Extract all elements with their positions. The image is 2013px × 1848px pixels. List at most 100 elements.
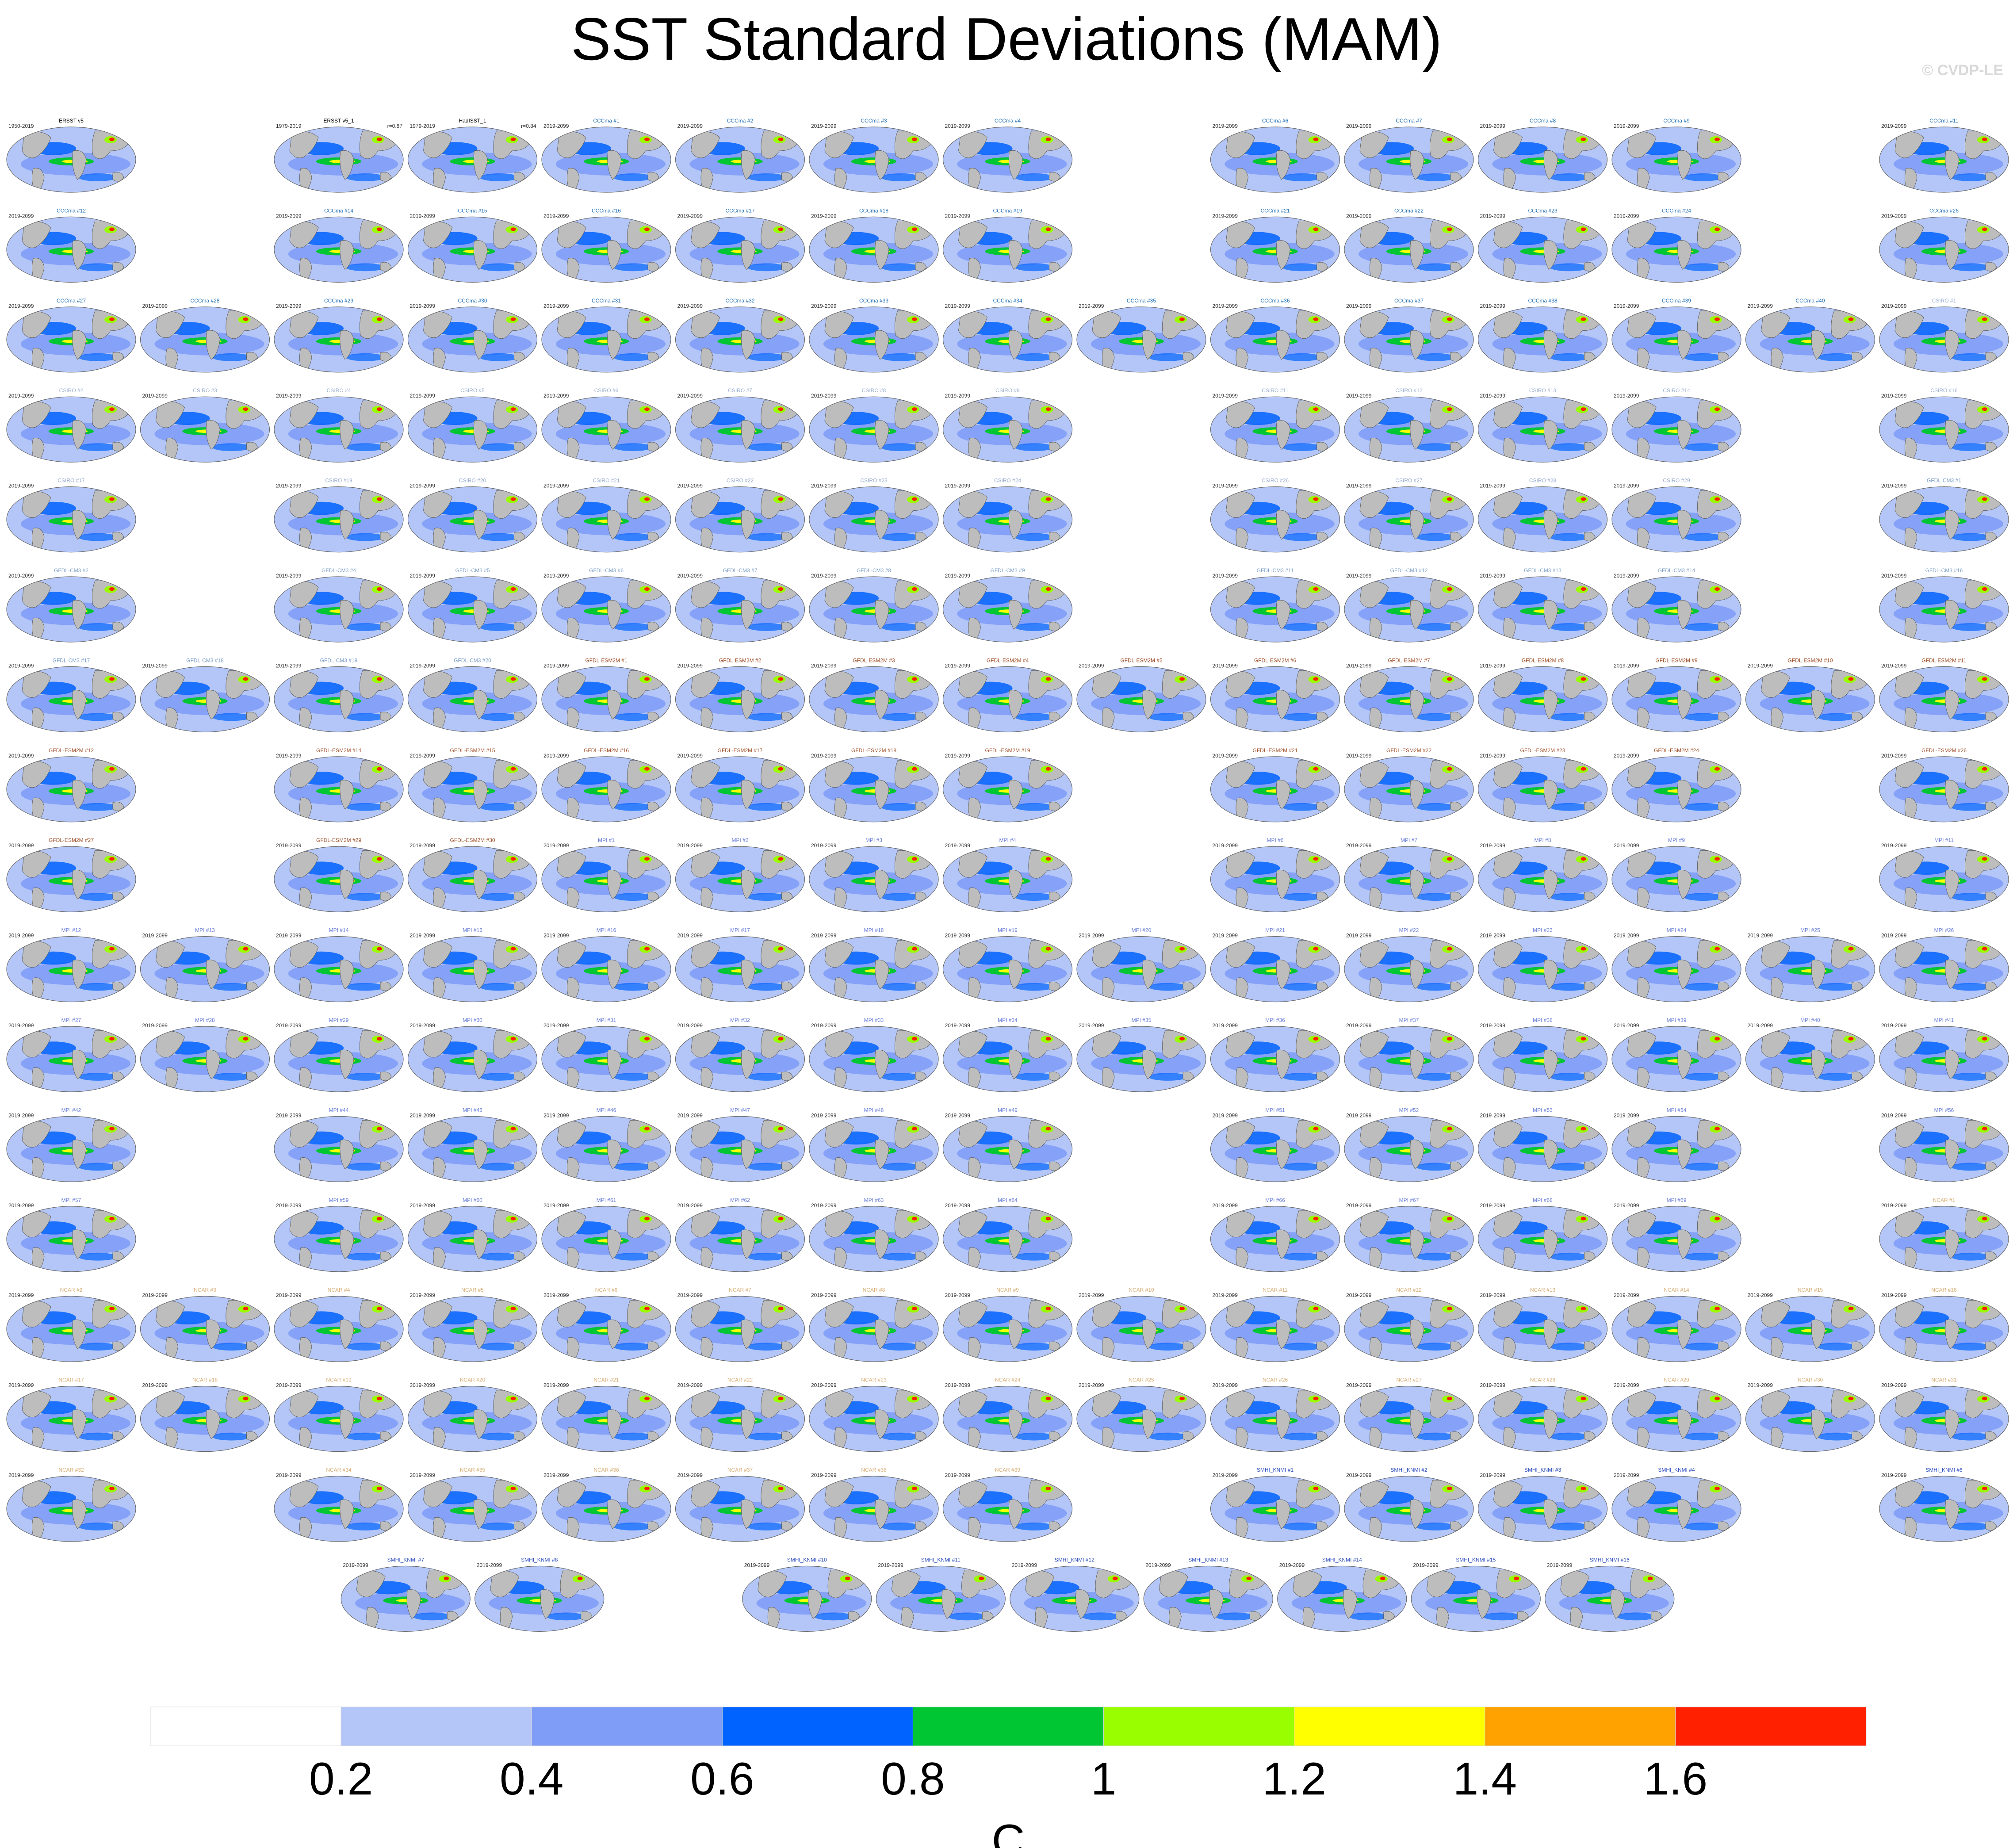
panel-period: 2019-2099 <box>744 1562 770 1568</box>
panel-period: 2019-2099 <box>945 1382 971 1389</box>
map-panel-mpi-12: MPI #12 2019-2099 <box>6 927 136 1002</box>
panel-title: GFDL-ESM2M #3 <box>853 657 895 663</box>
panel-title: MPI #6 <box>1267 837 1283 843</box>
panel-period: 2019-2099 <box>1213 662 1238 669</box>
panel-title: NCAR #32 <box>58 1467 84 1473</box>
panel-period: 2019-2099 <box>677 933 703 939</box>
panel-title: NCAR #10 <box>1129 1287 1154 1293</box>
panel-period: 2019-2099 <box>945 753 971 759</box>
panel-period: 2019-2099 <box>142 303 168 309</box>
map-panel-smhi-knmi-3: SMHI_KNMI #3 2019-2099 <box>1477 1467 1608 1542</box>
map-panel-gfdl-cm3-5: GFDL-CM3 #5 2019-2099 <box>407 567 538 643</box>
map-panel-ncar-15: NCAR #15 2019-2099 <box>1745 1287 1875 1362</box>
map-panel-mpi-11: MPI #11 2019-2099 <box>1879 837 2009 912</box>
panel-period: 2019-2099 <box>1480 573 1506 579</box>
panel-title: GFDL-ESM2M #9 <box>1655 657 1698 663</box>
panel-title: MPI #69 <box>1667 1197 1687 1203</box>
map-panel-gfdl-esm2m-29: GFDL-ESM2M #29 2019-2099 <box>274 837 404 912</box>
panel-period: 2019-2099 <box>1346 483 1372 489</box>
panel-title: GFDL-ESM2M #19 <box>985 747 1030 754</box>
panel-title: GFDL-ESM2M #24 <box>1654 747 1699 754</box>
colorbar-tick-label: 0.4 <box>500 1753 564 1805</box>
panel-title: CCCma #35 <box>1127 298 1156 304</box>
panel-period: 2019-2099 <box>1881 662 1907 669</box>
map-panel-mpi-19: MPI #19 2019-2099 <box>942 927 1073 1002</box>
panel-period: 2019-2099 <box>1346 1382 1372 1389</box>
map-panel-ncar-1: NCAR #1 2019-2099 <box>1879 1197 2009 1272</box>
map-panel-csiro-21: CSIRO #21 2019-2099 <box>541 478 671 553</box>
panel-title: MPI #27 <box>61 1017 81 1023</box>
panel-period: 2019-2099 <box>677 1112 703 1118</box>
panel-period: 2019-2099 <box>677 123 703 129</box>
panel-title: GFDL-ESM2M #6 <box>1254 657 1297 663</box>
panel-title: MPI #25 <box>1800 927 1820 934</box>
map-panel-gfdl-cm3-4: GFDL-CM3 #4 2019-2099 <box>274 567 404 643</box>
panel-title: NCAR #39 <box>995 1467 1021 1473</box>
panel-period: 2019-2099 <box>1079 1022 1104 1029</box>
map-panel-gfdl-esm2m-3: GFDL-ESM2M #3 2019-2099 <box>809 657 939 733</box>
panel-period: 2019-2099 <box>1346 1202 1372 1209</box>
panel-title: GFDL-CM3 #17 <box>53 657 90 663</box>
panel-period: 2019-2099 <box>410 1202 436 1209</box>
map-panel-ncar-8: NCAR #8 2019-2099 <box>809 1287 939 1362</box>
panel-period: 2019-2099 <box>1881 573 1907 579</box>
panel-title: NCAR #21 <box>593 1377 619 1383</box>
panel-title: CSIRO #17 <box>57 478 85 484</box>
panel-period: 2019-2099 <box>8 393 34 399</box>
panel-period: 2019-2099 <box>1213 1202 1238 1209</box>
map-panel-mpi-68: MPI #68 2019-2099 <box>1477 1197 1608 1272</box>
panel-period: 2019-2099 <box>276 1472 302 1478</box>
panel-title: CCCma #8 <box>1530 118 1556 124</box>
panel-title: CSIRO #13 <box>1529 387 1557 394</box>
map-panel-csiro-7: CSIRO #7 2019-2099 <box>675 387 805 463</box>
panel-period: 2019-2099 <box>8 1022 34 1029</box>
panel-period: 2019-2099 <box>1079 303 1104 309</box>
map-panel-ncar-11: NCAR #11 2019-2099 <box>1210 1287 1340 1362</box>
map-panel-mpi-38: MPI #38 2019-2099 <box>1477 1017 1608 1092</box>
panel-title: CCCma #16 <box>592 207 621 214</box>
map-panel-ncar-21: NCAR #21 2019-2099 <box>541 1377 671 1452</box>
map-panel-cccma-17: CCCma #17 2019-2099 <box>675 207 805 283</box>
panel-period: 2019-2099 <box>410 1022 436 1029</box>
map-panel-mpi-33: MPI #33 2019-2099 <box>809 1017 939 1092</box>
map-panel-ncar-7: NCAR #7 2019-2099 <box>675 1287 805 1362</box>
map-panel-mpi-13: MPI #13 2019-2099 <box>140 927 270 1002</box>
map-panel-ncar-10: NCAR #10 2019-2099 <box>1076 1287 1206 1362</box>
map-panel-csiro-12: CSIRO #12 2019-2099 <box>1344 387 1474 463</box>
panel-title: SMHI_KNMI #1 <box>1257 1467 1294 1473</box>
panel-title: NCAR #12 <box>1396 1287 1422 1293</box>
panel-period: 2019-2099 <box>1480 393 1506 399</box>
panel-title: MPI #52 <box>1399 1107 1419 1113</box>
colorbar-tick-label: 1.4 <box>1453 1753 1517 1805</box>
map-panel-gfdl-cm3-17: GFDL-CM3 #17 2019-2099 <box>6 657 136 733</box>
panel-title: NCAR #29 <box>1664 1377 1689 1383</box>
map-panel-mpi-34: MPI #34 2019-2099 <box>942 1017 1073 1092</box>
panel-period: 2019-2099 <box>276 933 302 939</box>
panel-title: CSIRO #29 <box>1663 478 1690 484</box>
panel-title: CSIRO #11 <box>1262 387 1289 394</box>
map-panel-csiro-19: CSIRO #19 2019-2099 <box>274 478 404 553</box>
panel-period: 2019-2099 <box>1748 1382 1773 1389</box>
panel-period: 2019-2099 <box>1413 1562 1439 1568</box>
map-panel-ncar-4: NCAR #4 2019-2099 <box>274 1287 404 1362</box>
panel-period: 2019-2099 <box>142 1292 168 1298</box>
map-panel-mpi-44: MPI #44 2019-2099 <box>274 1107 404 1182</box>
map-panel-cccma-35: CCCma #35 2019-2099 <box>1076 298 1206 373</box>
panel-title: GFDL-ESM2M #8 <box>1522 657 1564 663</box>
panel-title: CSIRO #1 <box>1932 298 1956 304</box>
panel-title: GFDL-CM3 #2 <box>54 567 88 574</box>
map-panel-gfdl-esm2m-16: GFDL-ESM2M #16 2019-2099 <box>541 747 671 823</box>
panel-title: MPI #36 <box>1265 1017 1285 1023</box>
panel-period: 2019-2099 <box>1480 1022 1506 1029</box>
panel-title: CCCma #37 <box>1394 298 1424 304</box>
panel-period: 2019-2099 <box>410 1292 436 1298</box>
panel-period: 2019-2099 <box>543 1382 569 1389</box>
panel-period: 2019-2099 <box>878 1562 903 1568</box>
panel-title: NCAR #1 <box>1933 1197 1956 1203</box>
panel-period: 2019-2099 <box>1881 1382 1907 1389</box>
map-panel-smhi-knmi-16: SMHI_KNMI #16 2019-2099 <box>1545 1557 1675 1632</box>
panel-title: GFDL-CM3 #12 <box>1390 567 1428 574</box>
map-panel-gfdl-cm3-20: GFDL-CM3 #20 2019-2099 <box>407 657 538 733</box>
panel-period: 2019-2099 <box>410 842 436 849</box>
panel-title: MPI #24 <box>1667 927 1687 934</box>
